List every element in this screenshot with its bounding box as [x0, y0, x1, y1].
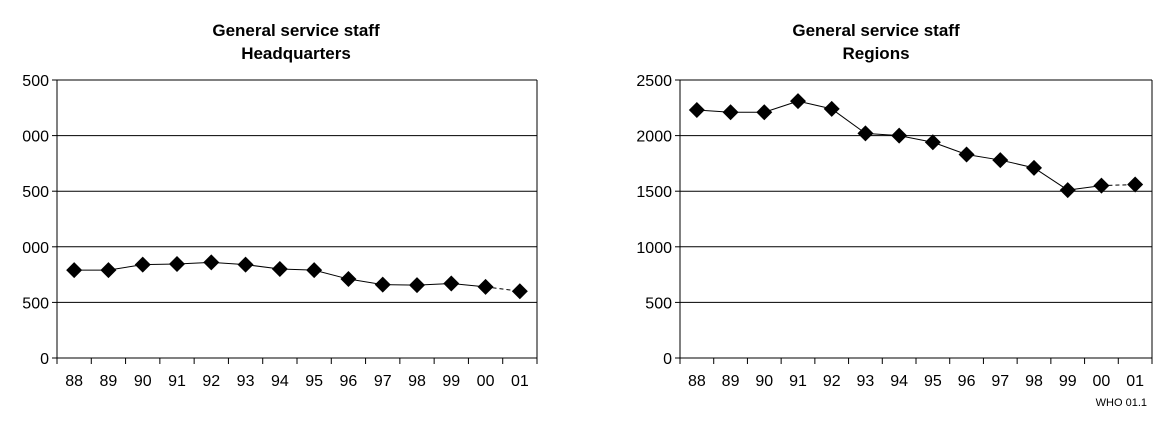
y-tick-label: 0: [40, 351, 49, 368]
data-point-marker: [1059, 182, 1076, 199]
data-point-marker: [1093, 177, 1110, 194]
x-tick-label: 93: [237, 373, 255, 390]
data-point-marker: [340, 271, 357, 288]
data-point-marker: [443, 275, 460, 292]
chart-regions: General service staff Regions 0 500 1000 15…: [636, 21, 1153, 390]
y-tick-label: 1000: [636, 240, 672, 257]
x-tick-label: 00: [1093, 373, 1111, 390]
y-tick-label: 0: [663, 351, 672, 368]
data-point-marker: [477, 278, 494, 295]
y-tick-label: 500: [645, 295, 672, 312]
x-tick-label: 92: [823, 373, 841, 390]
data-point-marker: [722, 104, 739, 121]
chart-headquarters: General service staff Headquarters 0 500 0…: [22, 21, 538, 390]
chart-subtitle: Regions: [842, 44, 909, 63]
x-tick-label: 99: [442, 373, 460, 390]
data-point-marker: [66, 262, 83, 279]
data-point-marker: [924, 134, 941, 151]
chart-title: General service staff: [792, 21, 960, 40]
x-tick-label: 90: [134, 373, 152, 390]
chart-title: General service staff: [212, 21, 380, 40]
x-tick-label: 01: [1126, 373, 1144, 390]
x-tick-label: 96: [958, 373, 976, 390]
data-point-marker: [992, 152, 1009, 169]
data-point-marker: [237, 256, 254, 273]
data-point-marker: [409, 277, 425, 294]
x-tick-label: 92: [202, 373, 220, 390]
data-point-marker: [857, 125, 874, 142]
x-tick-label: 88: [65, 373, 83, 390]
x-tick-label: 95: [924, 373, 942, 390]
x-tick-label: 91: [789, 373, 807, 390]
x-tick-label: 90: [755, 373, 773, 390]
x-tick-label: 96: [340, 373, 358, 390]
y-tick-label: 000: [22, 240, 49, 257]
series-segment: [831, 108, 866, 134]
x-tick-label: 93: [857, 373, 875, 390]
x-tick-label: 00: [477, 373, 495, 390]
y-tick-label: 500: [22, 73, 49, 90]
x-tick-label: 89: [722, 373, 740, 390]
x-tick-label: 94: [890, 373, 908, 390]
chart-subtitle: Headquarters: [241, 44, 351, 63]
data-point-marker: [823, 100, 840, 117]
data-point-marker: [203, 254, 220, 271]
y-tick-label: 1500: [636, 184, 672, 201]
data-point-marker: [271, 261, 288, 278]
y-tick-label: 500: [22, 295, 49, 312]
x-tick-label: 94: [271, 373, 289, 390]
x-tick-label: 98: [1025, 373, 1043, 390]
x-tick-label: 01: [511, 373, 529, 390]
data-point-marker: [891, 127, 908, 144]
data-point-marker: [790, 93, 806, 110]
figure-code: WHO 01.1: [1095, 397, 1147, 409]
x-tick-label: 95: [305, 373, 323, 390]
data-point-marker: [374, 276, 391, 293]
data-point-marker: [306, 262, 323, 279]
x-tick-label: 89: [100, 373, 118, 390]
x-tick-label: 91: [168, 373, 186, 390]
y-tick-label: 000: [22, 129, 49, 146]
x-tick-label: 88: [688, 373, 706, 390]
data-point-marker: [134, 256, 151, 273]
series-segment: [1033, 167, 1068, 191]
x-tick-label: 97: [374, 373, 392, 390]
y-tick-label: 2500: [636, 73, 672, 90]
data-point-marker: [1026, 159, 1042, 176]
y-tick-label: 500: [22, 184, 49, 201]
x-tick-label: 97: [991, 373, 1009, 390]
data-point-marker: [756, 104, 773, 121]
data-point-marker: [100, 262, 117, 279]
y-tick-label: 2000: [636, 129, 672, 146]
x-tick-label: 99: [1059, 373, 1077, 390]
x-tick-label: 98: [408, 373, 426, 390]
data-point-marker: [958, 146, 975, 163]
data-point-marker: [1127, 176, 1144, 193]
data-point-marker: [169, 256, 185, 273]
data-point-marker: [688, 102, 705, 119]
data-point-marker: [511, 283, 528, 300]
